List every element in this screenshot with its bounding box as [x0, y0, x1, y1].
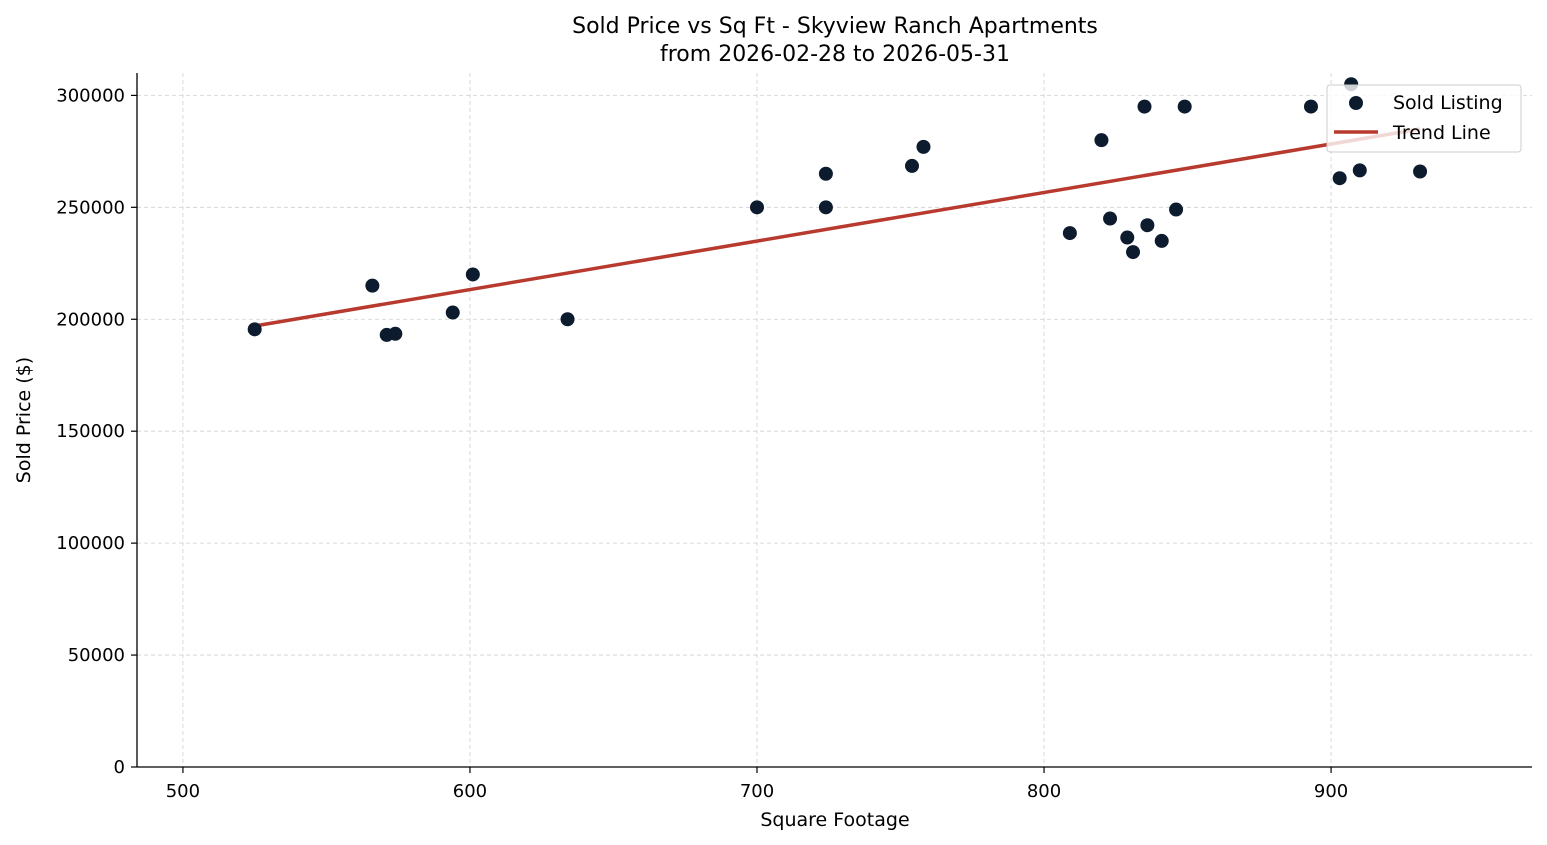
data-point	[1062, 226, 1077, 241]
grid-lines	[137, 73, 1532, 767]
chart-title: Sold Price vs Sq Ft - Skyview Ranch Apar…	[572, 14, 1098, 39]
x-ticks: 500 600 700 800 900	[166, 767, 1348, 802]
data-point	[388, 326, 403, 341]
data-point	[1103, 211, 1118, 226]
data-point	[465, 267, 480, 282]
y-tick-label: 0	[114, 757, 125, 778]
data-point	[916, 139, 931, 154]
legend-marker-sold-listing	[1349, 96, 1363, 110]
data-point	[1154, 233, 1169, 248]
x-axis-label: Square Footage	[760, 809, 909, 831]
data-point	[1169, 202, 1184, 217]
axes	[136, 73, 1532, 768]
data-point	[247, 322, 262, 337]
data-point	[1126, 245, 1141, 260]
y-tick-label: 50000	[68, 645, 125, 666]
data-point	[1120, 230, 1135, 245]
data-point	[1094, 133, 1109, 148]
x-tick-label: 600	[453, 781, 487, 802]
data-point	[1137, 99, 1152, 114]
data-point	[1413, 164, 1428, 179]
x-tick-label: 900	[1314, 781, 1348, 802]
data-point	[1303, 99, 1318, 114]
legend: Sold Listing Trend Line	[1326, 84, 1522, 153]
legend-label-trend-line: Trend Line	[1392, 122, 1491, 144]
data-point	[905, 158, 919, 173]
y-ticks: 0 50000 100000 150000 200000 250000 300000	[56, 85, 137, 778]
data-point	[750, 200, 764, 215]
data-point	[1332, 171, 1347, 186]
y-axis-label: Sold Price ($)	[13, 357, 35, 483]
data-point	[1177, 99, 1192, 114]
trend-line	[254, 127, 1421, 328]
data-point	[1140, 218, 1155, 233]
y-tick-label: 200000	[56, 309, 125, 330]
x-tick-label: 800	[1027, 781, 1061, 802]
x-tick-label: 500	[166, 781, 200, 802]
chart-subtitle: from 2026-02-28 to 2026-05-31	[660, 42, 1010, 67]
legend-box	[1326, 84, 1522, 153]
data-point	[445, 305, 460, 320]
data-point	[818, 200, 833, 215]
legend-label-sold-listing: Sold Listing	[1393, 92, 1503, 114]
y-tick-label: 250000	[56, 197, 125, 218]
y-tick-label: 150000	[56, 421, 125, 442]
series-layer	[247, 77, 1428, 342]
data-point	[560, 312, 575, 327]
data-point	[818, 166, 833, 181]
y-tick-label: 300000	[56, 85, 125, 106]
data-point	[1352, 163, 1367, 178]
y-tick-label: 100000	[56, 533, 125, 554]
data-point	[365, 278, 380, 293]
x-tick-label: 700	[740, 781, 774, 802]
